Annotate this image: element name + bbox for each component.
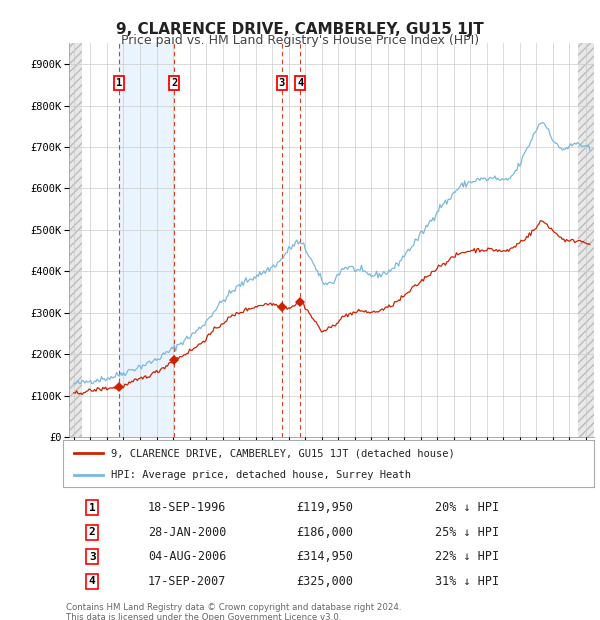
Text: 4: 4 (297, 78, 304, 88)
Text: £314,950: £314,950 (296, 551, 353, 563)
Bar (119, 43, 174, 437)
Text: £186,000: £186,000 (296, 526, 353, 539)
Text: 9, CLARENCE DRIVE, CAMBERLEY, GU15 1JT (detached house): 9, CLARENCE DRIVE, CAMBERLEY, GU15 1JT (… (111, 448, 455, 458)
Bar (578, 43, 594, 437)
Text: 2: 2 (171, 78, 177, 88)
Text: 20% ↓ HPI: 20% ↓ HPI (434, 501, 499, 514)
Text: 17-SEP-2007: 17-SEP-2007 (148, 575, 226, 588)
Text: 4: 4 (89, 577, 95, 587)
Text: 1: 1 (89, 503, 95, 513)
Text: 2: 2 (89, 527, 95, 537)
Text: 3: 3 (278, 78, 285, 88)
Text: 31% ↓ HPI: 31% ↓ HPI (434, 575, 499, 588)
Bar (69, 43, 82, 437)
Text: 04-AUG-2006: 04-AUG-2006 (148, 551, 226, 563)
Bar (69, 43, 82, 437)
Text: 9, CLARENCE DRIVE, CAMBERLEY, GU15 1JT: 9, CLARENCE DRIVE, CAMBERLEY, GU15 1JT (116, 22, 484, 37)
Text: Price paid vs. HM Land Registry's House Price Index (HPI): Price paid vs. HM Land Registry's House … (121, 34, 479, 47)
Text: 22% ↓ HPI: 22% ↓ HPI (434, 551, 499, 563)
Bar (578, 43, 594, 437)
Text: 3: 3 (89, 552, 95, 562)
Text: 28-JAN-2000: 28-JAN-2000 (148, 526, 226, 539)
Text: £119,950: £119,950 (296, 501, 353, 514)
Text: 25% ↓ HPI: 25% ↓ HPI (434, 526, 499, 539)
Text: HPI: Average price, detached house, Surrey Heath: HPI: Average price, detached house, Surr… (111, 470, 411, 480)
Text: 1: 1 (116, 78, 122, 88)
Text: Contains HM Land Registry data © Crown copyright and database right 2024.
This d: Contains HM Land Registry data © Crown c… (66, 603, 401, 620)
Text: £325,000: £325,000 (296, 575, 353, 588)
Text: 18-SEP-1996: 18-SEP-1996 (148, 501, 226, 514)
